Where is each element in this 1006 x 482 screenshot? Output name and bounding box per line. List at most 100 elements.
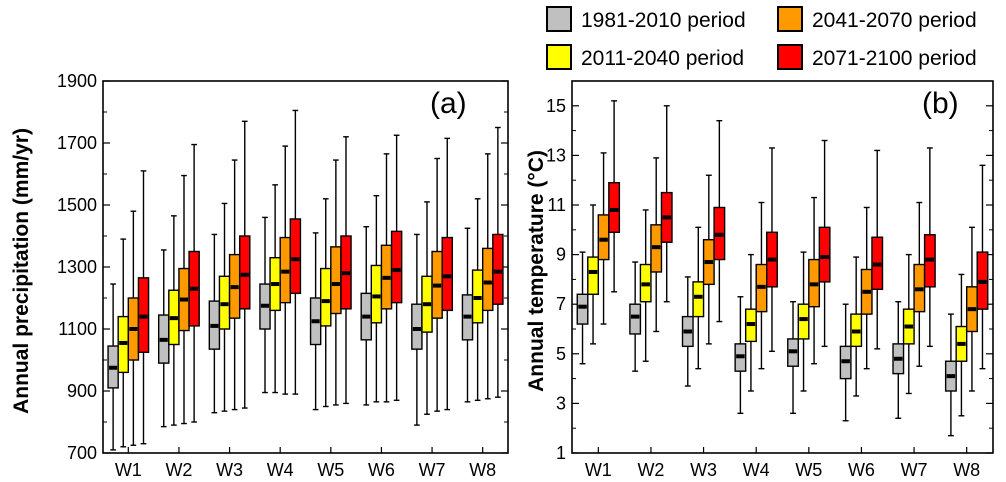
box-W5-2041-2070 [808, 196, 821, 365]
y-tick-label: 700 [67, 443, 97, 463]
legend-swatch [777, 44, 803, 70]
box-W3-2071-2100 [713, 119, 726, 323]
x-tick-label: W3 [690, 460, 717, 480]
box-iqr [238, 235, 251, 310]
y-tick-label: 13 [546, 145, 566, 165]
box-W3-1981-2010 [208, 233, 221, 414]
box-W1-2071-2100 [608, 100, 621, 293]
y-tick-label: 1300 [57, 257, 97, 277]
box-W1-2041-2070 [127, 210, 140, 446]
panel-b-temperature: (b) Annual temperature (°C) 13579111315W… [525, 80, 994, 480]
legend-item-2041-2070: 2041-2070 period [777, 6, 977, 32]
x-tick-label: W8 [953, 460, 980, 480]
box-W1-2041-2070 [597, 152, 610, 325]
box-iqr [587, 256, 600, 295]
y-tick-label: 1900 [57, 71, 97, 91]
x-tick-label: W2 [637, 460, 664, 480]
box-W4-2011-2040 [269, 184, 281, 394]
x-tick-label: W6 [368, 460, 395, 480]
box-iqr [576, 293, 589, 325]
box-W1-2071-2100 [137, 170, 150, 445]
y-tick-label: 1500 [57, 195, 97, 215]
box-iqr [441, 236, 454, 312]
box-W5-1981-2010 [309, 232, 322, 411]
box-W7-2071-2100 [441, 137, 454, 411]
box-W4-2071-2100 [289, 109, 302, 395]
panel-a-y-axis-title: Annual precipitation (mm/yr) [10, 128, 33, 414]
legend-label: 2011-2040 period [581, 47, 744, 70]
box-W5-2071-2100 [340, 136, 352, 405]
y-tick-label: 3 [556, 393, 566, 413]
box-W8-2011-2040 [955, 273, 968, 417]
box-W4-2041-2070 [755, 201, 768, 370]
y-tick-label: 1700 [57, 133, 97, 153]
box-W2-2041-2070 [178, 174, 190, 425]
box-W8-2071-2100 [976, 164, 989, 370]
box-W1-2011-2040 [117, 238, 130, 448]
box-W4-1981-2010 [734, 296, 747, 415]
x-tick-label: W5 [795, 460, 822, 480]
box-W8-1981-2010 [461, 227, 474, 403]
box-W5-2011-2040 [319, 198, 332, 408]
box-W7-1981-2010 [411, 233, 423, 426]
box-W2-2041-2070 [650, 157, 663, 333]
y-tick-label: 11 [547, 195, 566, 215]
box-W5-2041-2070 [330, 159, 342, 406]
box-W7-1981-2010 [892, 301, 905, 419]
box-iqr [370, 264, 383, 324]
box-W1-1981-2010 [107, 283, 119, 451]
x-tick-label: W2 [165, 460, 192, 480]
panel-b-label: (b) [922, 87, 959, 120]
box-W7-2041-2070 [431, 157, 443, 412]
legend-item-2011-2040: 2011-2040 period [546, 44, 744, 70]
box-W7-2011-2040 [902, 253, 915, 395]
legend-label: 1981-2010 period [581, 9, 746, 32]
box-W4-2041-2070 [279, 145, 292, 395]
box-W5-2071-2100 [818, 139, 831, 348]
box-W3-2041-2070 [228, 159, 241, 411]
x-tick-label: W3 [216, 460, 243, 480]
box-iqr [492, 233, 504, 305]
box-W7-2011-2040 [421, 201, 433, 415]
box-W6-2011-2040 [370, 194, 383, 403]
box-W1-2011-2040 [587, 204, 600, 345]
box-W6-2071-2100 [871, 149, 884, 350]
box-W2-2071-2100 [660, 105, 673, 303]
box-W8-2041-2070 [965, 226, 978, 392]
box-W2-2011-2040 [168, 215, 180, 426]
x-tick-label: W7 [419, 460, 446, 480]
box-W5-1981-2010 [787, 301, 799, 415]
box-W6-1981-2010 [839, 303, 852, 422]
box-W1-1981-2010 [576, 251, 589, 365]
y-tick-label: 9 [556, 245, 566, 265]
x-tick-label: W5 [317, 460, 344, 480]
box-W5-2011-2040 [797, 251, 810, 392]
x-tick-label: W4 [743, 460, 770, 480]
legend-swatch [546, 44, 572, 70]
box-W2-2011-2040 [639, 209, 652, 362]
box-W6-2041-2070 [380, 153, 393, 403]
box-iqr [797, 303, 810, 340]
legend-item-2071-2100: 2071-2100 period [777, 44, 977, 70]
y-tick-label: 7 [556, 294, 566, 314]
box-W8-2041-2070 [481, 153, 494, 400]
box-W3-2071-2100 [238, 120, 251, 409]
box-iqr [481, 247, 494, 312]
box-iqr [629, 303, 642, 335]
box-iqr [608, 181, 621, 233]
box-W6-2071-2100 [390, 134, 403, 401]
box-iqr [289, 218, 302, 295]
box-W2-1981-2010 [629, 261, 642, 372]
legend-swatch [777, 6, 803, 32]
box-W6-2041-2070 [860, 206, 873, 370]
box-iqr [411, 303, 423, 350]
x-tick-label: W6 [848, 460, 875, 480]
box-iqr [319, 267, 332, 327]
x-tick-label: W8 [469, 460, 496, 480]
x-tick-label: W1 [585, 460, 612, 480]
legend-item-1981-2010: 1981-2010 period [546, 6, 746, 32]
box-W3-2011-2040 [218, 202, 231, 412]
box-W2-2071-2100 [188, 143, 200, 423]
box-iqr [597, 214, 610, 261]
